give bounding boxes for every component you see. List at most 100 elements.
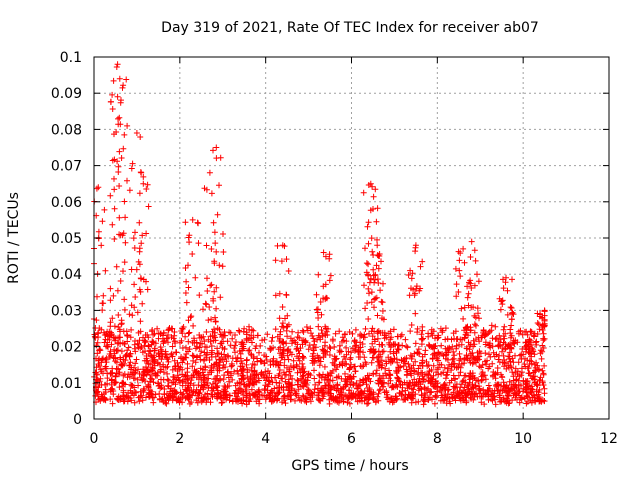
data-point <box>471 374 478 381</box>
data-point <box>461 304 468 311</box>
data-point <box>140 334 146 341</box>
data-point <box>111 175 117 182</box>
data-point <box>248 386 255 393</box>
data-point <box>489 397 496 404</box>
data-point <box>463 352 470 359</box>
data-point <box>258 358 265 365</box>
data-point <box>104 375 111 382</box>
data-point <box>527 337 534 344</box>
data-point <box>463 325 469 332</box>
data-point <box>387 328 394 335</box>
data-point <box>425 397 432 403</box>
data-point <box>412 248 419 255</box>
data-point <box>107 348 114 355</box>
data-point <box>144 181 151 188</box>
data-point <box>315 396 322 403</box>
data-point <box>528 353 535 360</box>
data-point <box>406 364 413 370</box>
data-point <box>508 322 515 329</box>
data-point <box>150 379 157 386</box>
data-point <box>106 351 113 357</box>
data-point <box>361 397 368 404</box>
data-point <box>140 173 147 180</box>
data-point <box>398 356 405 363</box>
data-point <box>446 395 453 402</box>
data-point <box>369 354 376 361</box>
data-point <box>128 381 134 388</box>
data-point <box>111 186 118 193</box>
data-point <box>370 371 377 378</box>
data-point <box>190 322 197 329</box>
data-point <box>205 317 212 324</box>
data-point <box>226 382 233 389</box>
data-point <box>132 360 139 367</box>
data-point <box>486 342 493 349</box>
data-point <box>531 394 538 400</box>
data-point <box>116 214 123 221</box>
data-point <box>143 230 150 237</box>
data-point <box>434 380 441 387</box>
data-point <box>129 160 136 167</box>
data-point <box>208 369 215 376</box>
data-point <box>310 335 317 342</box>
data-point <box>179 391 185 398</box>
data-point <box>482 331 489 338</box>
data-point <box>317 358 324 365</box>
data-point <box>442 325 449 332</box>
data-point <box>183 278 190 285</box>
data-point <box>389 358 396 365</box>
data-point <box>116 371 123 378</box>
data-point <box>168 350 175 357</box>
data-point <box>471 247 478 254</box>
data-point <box>246 326 253 333</box>
data-point <box>434 366 441 373</box>
data-point <box>455 372 462 379</box>
data-point <box>503 274 509 281</box>
data-point <box>198 348 205 355</box>
data-point <box>379 315 385 322</box>
data-point <box>329 337 336 344</box>
data-point <box>257 357 264 364</box>
data-point <box>102 267 109 274</box>
data-point <box>388 395 394 402</box>
data-point <box>139 349 146 356</box>
data-point <box>183 388 190 395</box>
x-tick-label: 6 <box>347 431 356 447</box>
data-point <box>535 321 542 328</box>
data-point <box>268 338 275 345</box>
data-point <box>203 301 210 308</box>
data-point <box>287 349 294 356</box>
data-point <box>356 382 363 389</box>
data-point <box>130 235 137 242</box>
data-point <box>369 183 376 190</box>
data-point <box>169 353 176 360</box>
data-point <box>365 316 372 322</box>
data-point <box>226 329 233 336</box>
data-point <box>298 377 305 383</box>
data-point <box>509 369 516 376</box>
data-point <box>422 347 429 354</box>
data-point <box>296 357 303 364</box>
data-point <box>104 380 111 387</box>
data-point <box>98 242 105 249</box>
data-point <box>204 288 211 294</box>
data-point <box>532 373 538 380</box>
data-point <box>361 282 367 289</box>
data-point <box>114 287 121 294</box>
data-point <box>227 392 233 399</box>
data-point <box>453 381 460 388</box>
data-point <box>464 283 471 290</box>
data-point <box>324 332 331 338</box>
data-point <box>147 375 154 382</box>
data-point <box>171 357 178 364</box>
data-point <box>496 352 503 359</box>
data-point <box>137 275 144 282</box>
data-point <box>382 365 389 372</box>
data-point <box>186 329 193 336</box>
data-point <box>107 396 114 403</box>
data-point <box>281 392 288 399</box>
data-point <box>485 365 492 372</box>
data-point <box>404 381 411 388</box>
data-point <box>482 339 489 346</box>
data-point <box>151 330 158 337</box>
